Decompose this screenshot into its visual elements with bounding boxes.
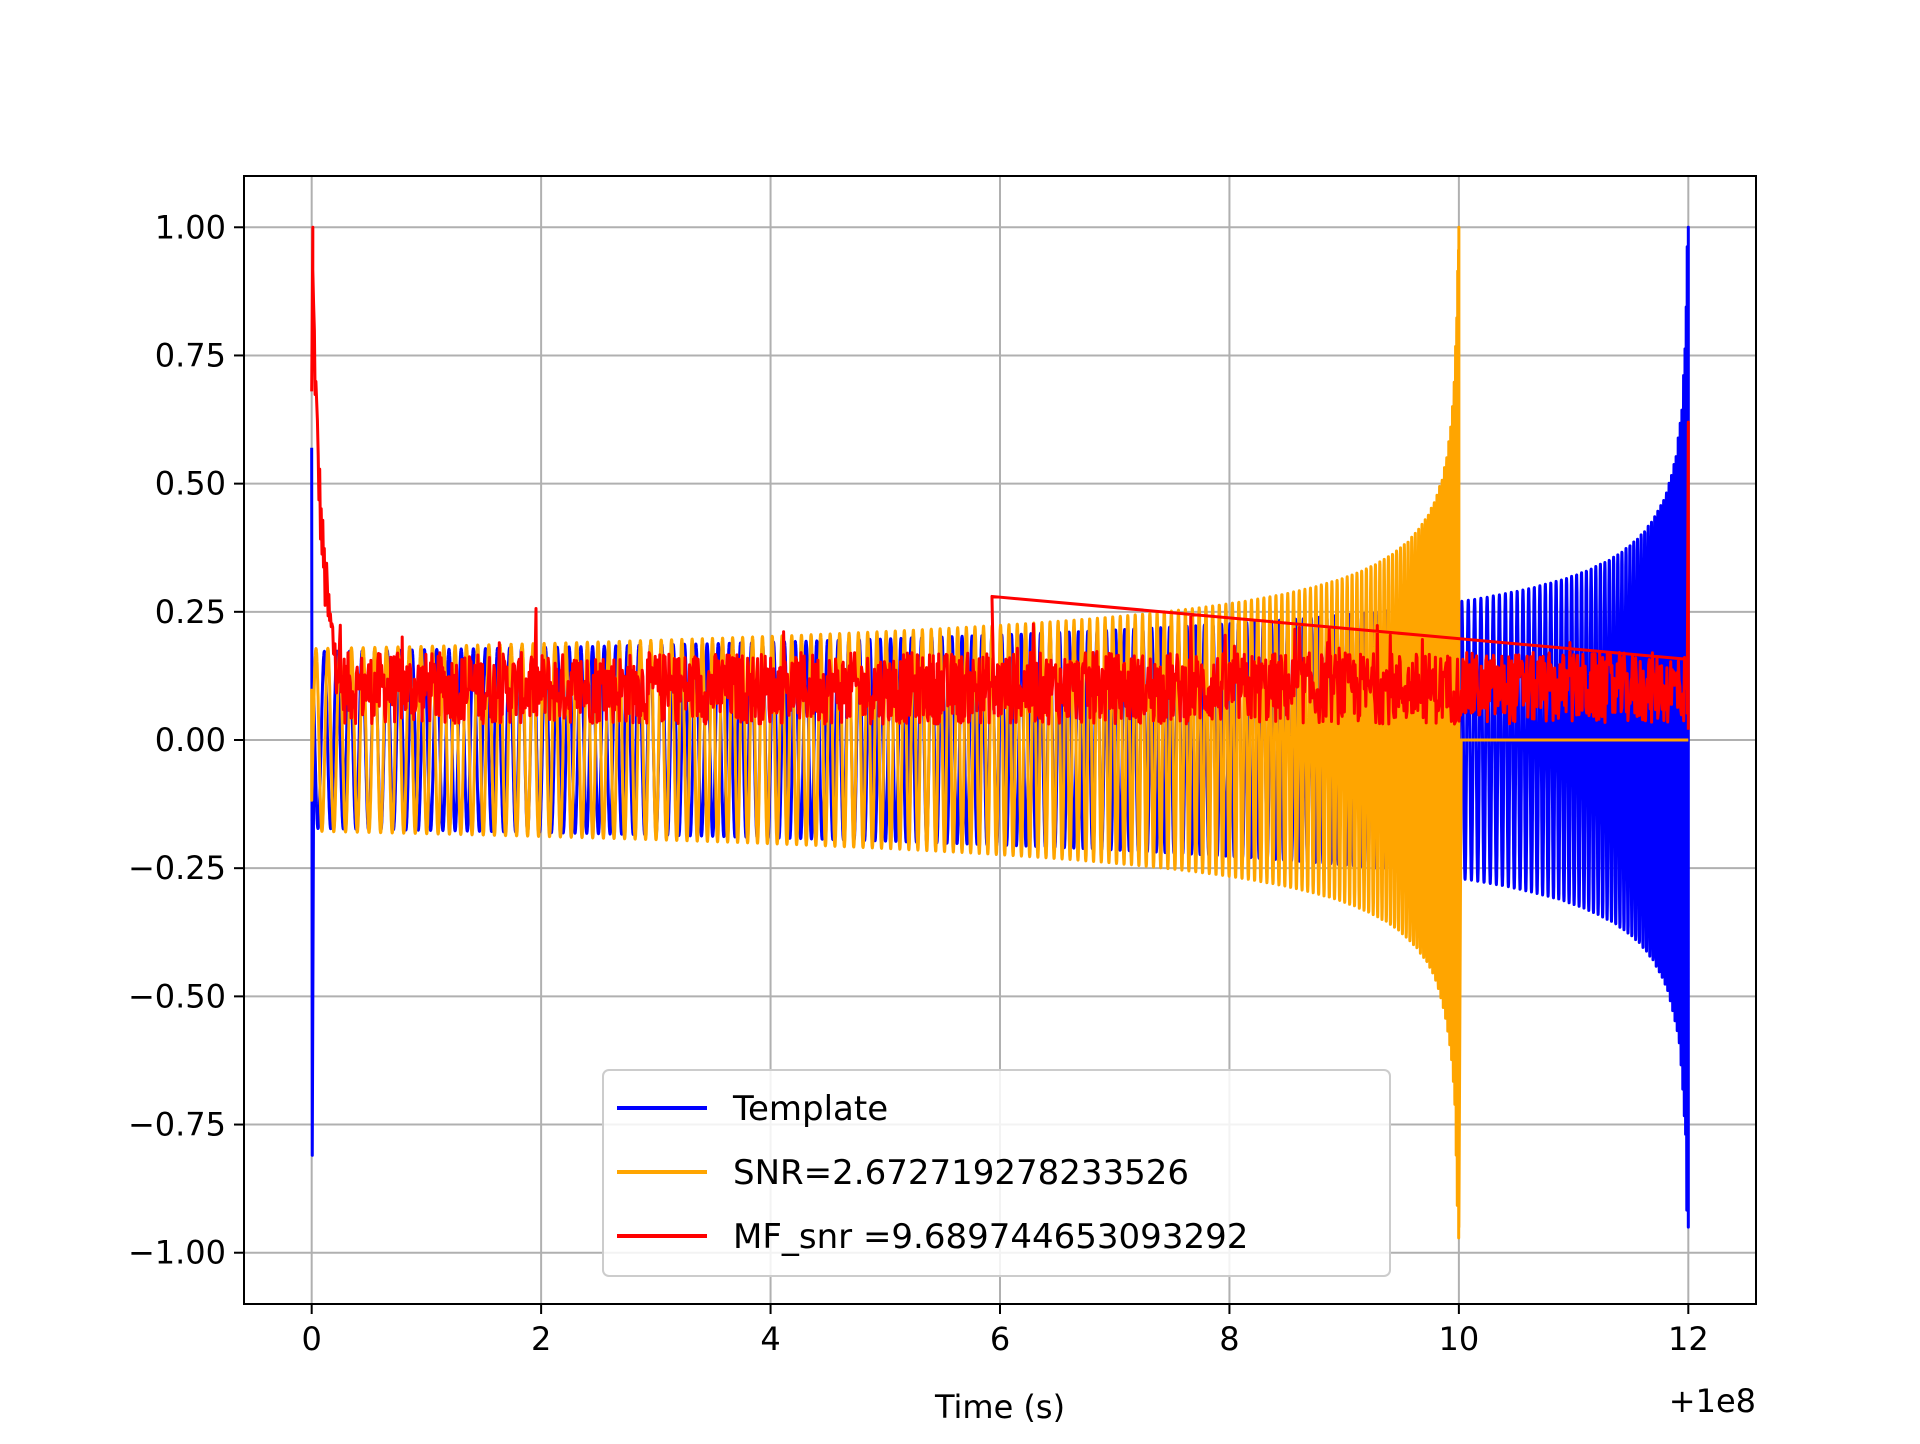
x-axis-label: Time (s) — [934, 1388, 1065, 1426]
y-tick-label: 0.50 — [155, 465, 226, 503]
legend-box — [602, 1069, 1391, 1277]
legend-entry-label: SNR=2.672719278233526 — [733, 1153, 1189, 1193]
series-line-mf-snr — [310, 225, 1690, 730]
y-tick-label: −1.00 — [128, 1234, 226, 1272]
y-tick-label: 0.75 — [155, 336, 226, 374]
axis-ticks: 0 2 4 6 8 10 12 −1.00 −0.75 −0.50 −0.25 0.00 0.25 0.5… — [128, 208, 1709, 1358]
x-tick-label: 6 — [990, 1320, 1010, 1358]
x-tick-label: 10 — [1439, 1320, 1480, 1358]
y-tick-label: 1.00 — [155, 208, 226, 246]
x-tick-label: 2 — [531, 1320, 551, 1358]
series-line-snr — [310, 225, 1689, 1240]
y-tick-label: −0.50 — [128, 977, 226, 1015]
y-tick-label: 0.00 — [155, 721, 226, 759]
x-axis-offset-label: +1e8 — [1669, 1382, 1756, 1420]
legend-entry-label: MF_snr =9.689744653093292 — [733, 1217, 1248, 1257]
x-tick-label: 0 — [302, 1320, 322, 1358]
x-tick-label: 4 — [760, 1320, 780, 1358]
x-tick-label: 8 — [1219, 1320, 1239, 1358]
y-tick-label: −0.25 — [128, 849, 226, 887]
y-tick-label: −0.75 — [128, 1106, 226, 1144]
series-group — [310, 225, 1690, 1240]
legend-entry-label: Template — [732, 1089, 888, 1129]
y-tick-label: 0.25 — [155, 593, 226, 631]
x-tick-label: 12 — [1668, 1320, 1709, 1358]
legend: Template SNR=2.672719278233526 MF_snr =9.6… — [602, 1069, 1391, 1277]
